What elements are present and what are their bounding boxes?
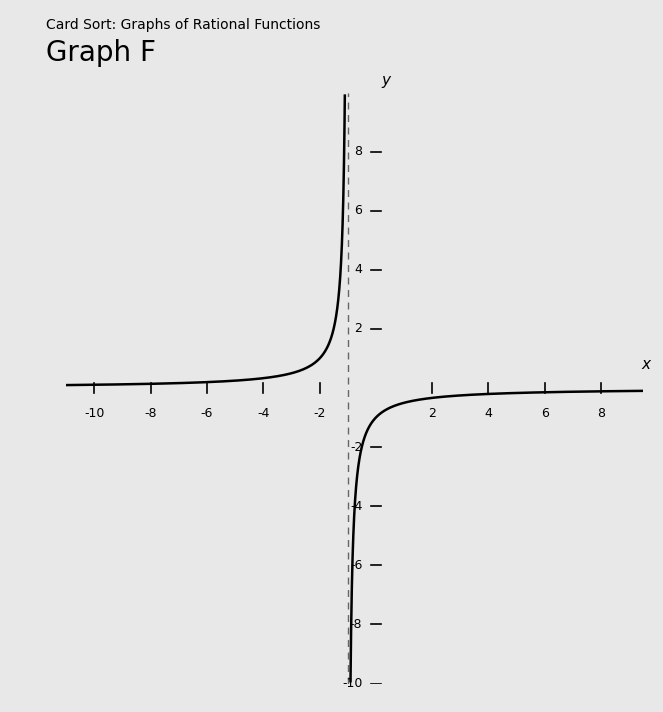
Text: 8: 8 <box>354 145 362 158</box>
Text: -10: -10 <box>84 407 105 419</box>
Text: -2: -2 <box>350 441 362 454</box>
Text: 4: 4 <box>355 263 362 276</box>
Text: -6: -6 <box>201 407 213 419</box>
Text: -10: -10 <box>342 677 362 690</box>
Text: -8: -8 <box>145 407 157 419</box>
Text: y: y <box>381 73 390 88</box>
Text: -4: -4 <box>350 500 362 513</box>
Text: 4: 4 <box>485 407 493 419</box>
Text: x: x <box>641 357 650 372</box>
Text: 2: 2 <box>428 407 436 419</box>
Text: -4: -4 <box>257 407 269 419</box>
Text: 8: 8 <box>597 407 605 419</box>
Text: 6: 6 <box>355 204 362 217</box>
Text: Graph F: Graph F <box>46 39 156 67</box>
Text: -8: -8 <box>350 618 362 631</box>
Text: 6: 6 <box>541 407 548 419</box>
Text: -2: -2 <box>314 407 326 419</box>
Text: 2: 2 <box>355 323 362 335</box>
Text: Card Sort: Graphs of Rational Functions: Card Sort: Graphs of Rational Functions <box>46 18 321 32</box>
Text: -6: -6 <box>350 559 362 572</box>
